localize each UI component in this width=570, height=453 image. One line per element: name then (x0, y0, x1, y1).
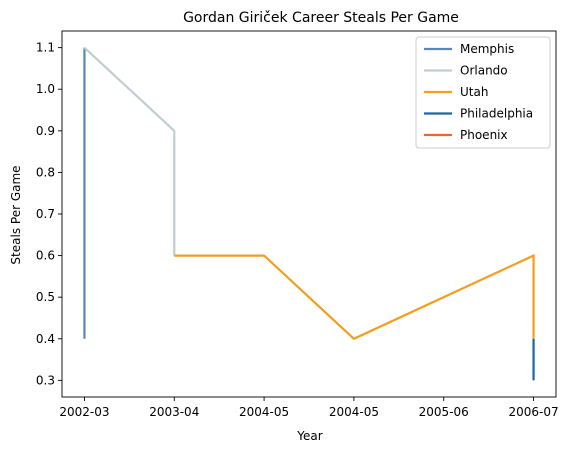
y-tick-label-2: 0.5 (36, 290, 55, 304)
x-tick-label-1: 2003-04 (149, 405, 199, 419)
legend-label-3: Philadelphia (460, 107, 533, 121)
legend: Memphis Orlando Utah Philadelphia Phoenix (415, 36, 551, 149)
x-tick-label-5: 2006-07 (508, 405, 558, 419)
y-tick-label-0: 0.3 (36, 373, 55, 387)
chart-title: Gordan Giriček Career Steals Per Game (183, 10, 459, 26)
legend-label-1: Orlando (460, 64, 508, 78)
x-tick-label-4: 2005-06 (419, 405, 469, 419)
legend-label-4: Phoenix (460, 128, 508, 142)
x-tick-label-2: 2004-05 (239, 405, 289, 419)
x-tick-label-3: 2004-05 (329, 405, 379, 419)
y-tick-label-6: 0.9 (36, 124, 55, 138)
y-axis-title: Steals Per Game (9, 165, 23, 264)
legend-box (415, 36, 551, 149)
y-tick-label-8: 1.1 (36, 41, 55, 55)
x-axis: 2002-03 2003-04 2004-05 2004-05 2005-06 2006-… (59, 397, 559, 419)
series-line-1 (83, 46, 176, 256)
series-line-2 (174, 253, 535, 341)
y-tick-label-1: 0.4 (36, 332, 55, 346)
y-tick-label-4: 0.7 (36, 207, 55, 221)
y-axis: 0.3 0.4 0.5 0.6 0.7 0.8 0.9 1.0 1.1 (36, 41, 62, 387)
x-tick-label-0: 2002-03 (59, 405, 109, 419)
y-tick-label-7: 1.0 (36, 82, 55, 96)
x-axis-title: Year (296, 429, 322, 443)
y-tick-label-3: 0.6 (36, 249, 55, 263)
legend-label-2: Utah (460, 85, 488, 99)
legend-label-0: Memphis (460, 42, 514, 56)
y-tick-label-5: 0.8 (36, 165, 55, 179)
